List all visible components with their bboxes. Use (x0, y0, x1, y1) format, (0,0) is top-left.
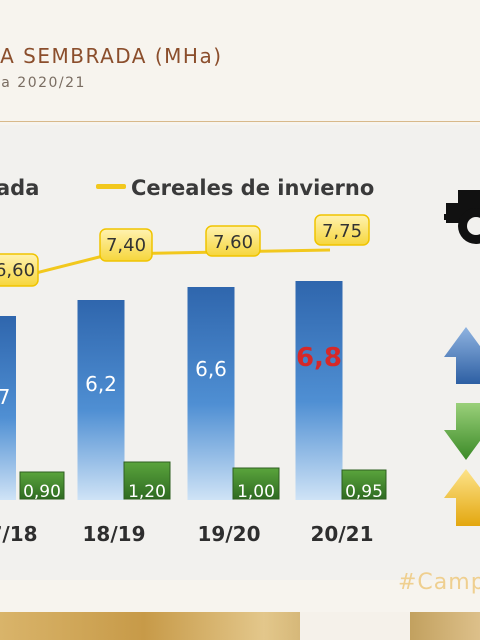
arrow-down-green-icon (444, 403, 480, 460)
category-tick-label: 20/21 (311, 522, 374, 546)
line-value-label: 7,40 (106, 235, 146, 256)
arrow-up-blue-icon (444, 327, 480, 384)
line-value-label: 7,75 (322, 221, 362, 242)
arrow-up-yellow-icon (444, 469, 480, 526)
hashtag: #Camp (398, 570, 480, 595)
category-tick-label: 19/20 (198, 522, 261, 546)
legend-series-b: Cereales de invierno (131, 176, 375, 200)
bar-main (0, 316, 16, 500)
bar-value-label: 7 (0, 385, 10, 409)
line-value-box (205, 225, 261, 257)
small-bar-value-label: 1,20 (128, 482, 166, 502)
legend-series-a: ada (0, 176, 40, 200)
line-value-box (314, 214, 370, 246)
bar-main (187, 287, 235, 500)
line-value-box (99, 228, 153, 262)
bar-main (77, 300, 125, 500)
small-bar-value-label: 1,00 (237, 482, 275, 502)
bar-main (295, 281, 343, 500)
divider (0, 121, 480, 122)
legend-line-swatch (96, 184, 126, 189)
line-value-label: 7,60 (213, 232, 253, 253)
category-tick-label: 7/18 (0, 522, 38, 546)
line-value-box (0, 253, 39, 287)
category-tick-label: 18/19 (83, 522, 146, 546)
page-title: EA SEMBRADA (MHa) (0, 44, 223, 68)
bar-small (19, 471, 65, 500)
bottom-strip-gap (300, 612, 410, 640)
page-subtitle: ra 2020/21 (0, 75, 86, 91)
line-value-label: 6,60 (0, 260, 35, 281)
tractor-icon (444, 190, 480, 244)
bar-value-label: 6,2 (85, 372, 117, 396)
bar-small (123, 461, 171, 500)
bar-value-label: 6,8 (296, 343, 342, 373)
small-bar-value-label: 0,95 (345, 482, 383, 502)
bar-small (232, 467, 280, 500)
bar-small (341, 469, 387, 500)
bar-value-label: 6,6 (195, 357, 227, 381)
series-line (0, 248, 331, 284)
small-bar-value-label: 0,90 (23, 482, 61, 502)
